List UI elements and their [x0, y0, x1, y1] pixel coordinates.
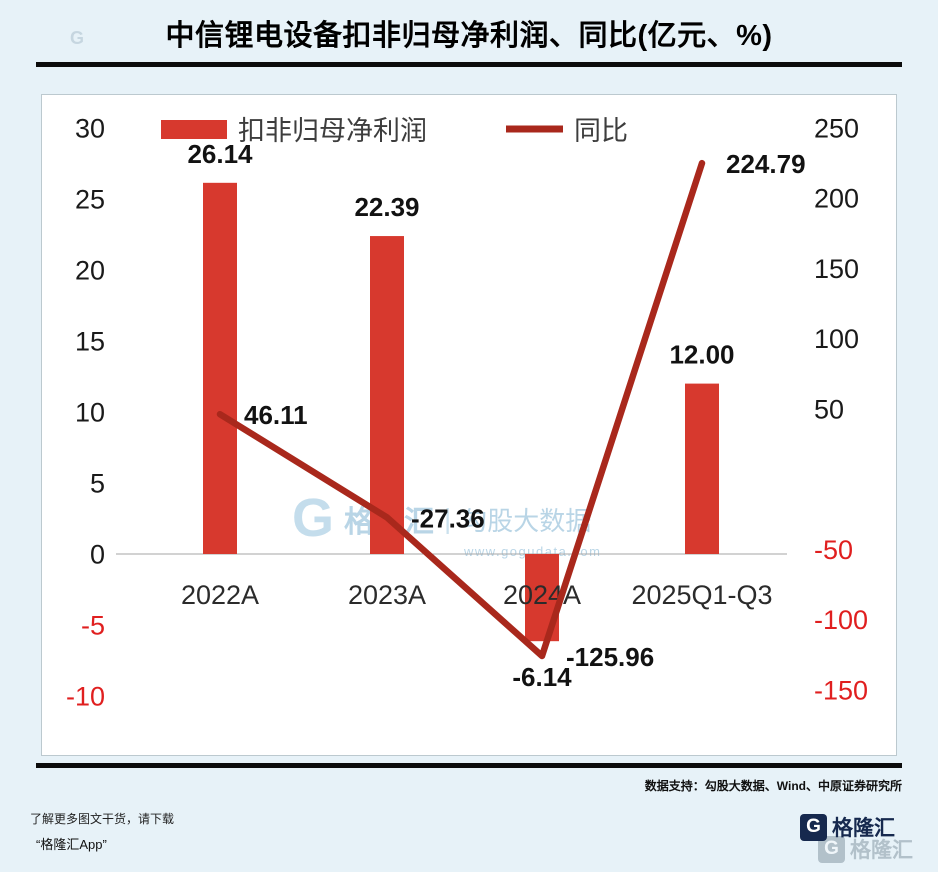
left-axis-tick: 0: [90, 540, 105, 570]
watermark: G 格隆汇 | 勾股大数据 www.gogudata.com: [292, 488, 602, 559]
legend-bar-label: 扣非归母净利润: [238, 116, 427, 146]
profit-yoy-combo-chart: 302520151050-5-1025020015010050-50-100-1…: [66, 113, 868, 712]
gelonghui-logo-main: G 格隆汇: [800, 812, 895, 842]
data-source-note: 数据支持：勾股大数据、Wind、中原证券研究所: [644, 779, 902, 793]
right-axis-tick: 50: [814, 394, 844, 424]
left-axis-tick: -10: [66, 682, 105, 712]
right-axis-tick: -150: [814, 675, 868, 705]
x-axis-label: 2023A: [348, 580, 426, 610]
bar-data-label: 12.00: [669, 340, 734, 370]
line-data-label: 224.79: [726, 149, 806, 179]
yoy-line: [216, 159, 706, 660]
bar-data-label: 26.14: [187, 139, 253, 169]
line-data-label: 46.11: [244, 400, 308, 430]
gelonghui-ghost-icon: G: [70, 28, 85, 48]
x-axis-label: 2025Q1-Q3: [631, 580, 772, 610]
left-axis-tick: -5: [81, 611, 105, 641]
right-axis-tick: 100: [814, 324, 859, 354]
bar-2023A: [370, 236, 404, 554]
watermark-name: 勾股大数据: [461, 505, 592, 536]
legend-bar-swatch: [161, 120, 227, 139]
promo-text: 了解更多图文干货，请下载: [30, 812, 175, 826]
bar-2025Q1-Q3: [685, 383, 719, 554]
title-divider: [36, 62, 902, 67]
gelonghui-logo-text: 格隆汇: [832, 817, 895, 840]
right-axis-tick: 200: [814, 184, 859, 214]
gelonghui-logo-text: 格隆汇: [850, 839, 913, 862]
footer-divider: [36, 763, 902, 768]
right-axis-tick: -100: [814, 605, 868, 635]
bar-2022A: [203, 182, 237, 554]
line-data-label: -27.36: [411, 503, 485, 533]
app-name: “格隆汇App”: [36, 837, 107, 852]
left-axis-tick: 15: [75, 327, 105, 357]
gelonghui-logo-icon: G: [800, 813, 827, 841]
watermark-separator: |: [444, 503, 452, 534]
bar-data-label: 22.39: [354, 192, 419, 222]
gelonghui-watermark-icon: G: [292, 488, 335, 548]
chart-area: G 格隆汇 | 勾股大数据 www.gogudata.com 30 25 20 15 1…: [41, 94, 897, 756]
watermark-url: www.gogudata.com: [464, 544, 602, 559]
left-axis-tick: 5: [90, 469, 105, 499]
x-axis-label: 2022A: [181, 580, 259, 610]
left-axis-tick: 10: [75, 398, 105, 428]
line-data-label: -125.96: [566, 642, 654, 672]
page-title: 中信锂电设备扣非归母净利润、同比(亿元、%): [165, 20, 773, 52]
right-axis-tick: -50: [814, 535, 853, 565]
right-axis-tick: 150: [814, 254, 859, 284]
x-axis-label: 2024A: [503, 580, 581, 610]
bar-data-label: -6.14: [512, 662, 572, 692]
gelonghui-logo: G 格隆汇 G 格隆汇: [800, 812, 934, 872]
legend-line-label: 同比: [574, 116, 628, 146]
left-axis-tick: 30: [75, 114, 105, 144]
right-axis-tick: 250: [814, 113, 859, 143]
left-axis-tick: 25: [75, 185, 105, 215]
left-axis-tick: 20: [75, 256, 105, 286]
